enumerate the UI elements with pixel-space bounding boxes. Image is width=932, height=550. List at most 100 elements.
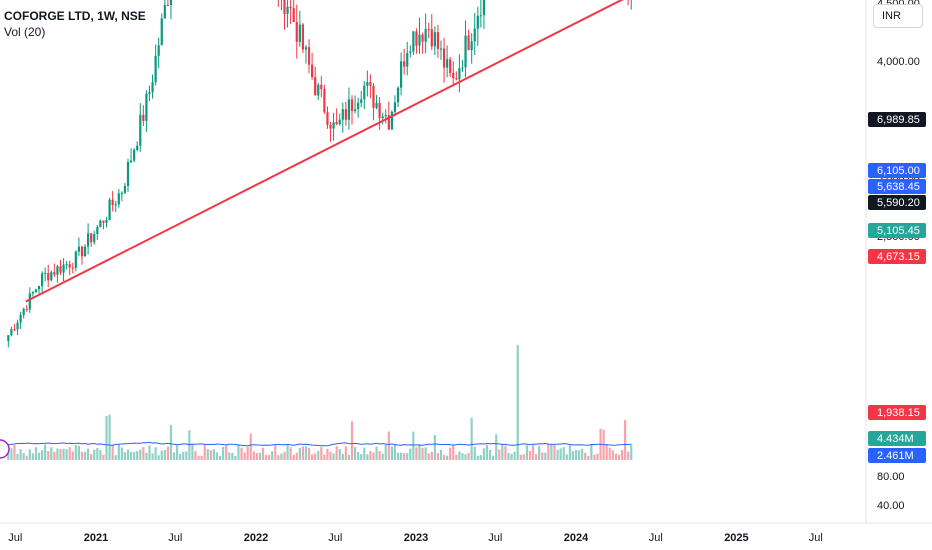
volume-bar: [596, 453, 599, 460]
volume-bar: [565, 454, 568, 460]
candle: [427, 22, 430, 39]
volume-bar: [31, 453, 34, 460]
candle-body: [50, 272, 53, 281]
candle: [108, 197, 111, 221]
candle: [421, 32, 424, 54]
lightning-icon[interactable]: [0, 439, 10, 459]
candle: [479, 0, 482, 28]
volume-bar: [206, 449, 209, 460]
volume-bar: [258, 452, 262, 460]
volume-bar: [488, 449, 492, 460]
candle: [80, 245, 84, 265]
candle: [53, 263, 56, 278]
volume-bar: [525, 445, 529, 460]
candle-body: [476, 15, 479, 29]
volume-bar: [516, 345, 519, 460]
candle: [19, 311, 22, 330]
candle-body: [117, 193, 120, 205]
candle-body: [105, 220, 108, 223]
volume-bar: [507, 453, 510, 460]
time-tick-label: Jul: [488, 532, 502, 544]
candle: [323, 84, 326, 115]
candle-body: [13, 329, 16, 331]
candle-body: [353, 109, 357, 111]
candle-body: [157, 45, 160, 56]
candle-body: [360, 99, 363, 103]
volume-bar: [439, 449, 443, 460]
candle-body: [139, 114, 142, 146]
candle: [71, 262, 74, 274]
candle: [283, 0, 286, 30]
candle: [403, 48, 406, 75]
candle-body: [393, 102, 397, 112]
volume-bar: [163, 450, 166, 460]
candle: [87, 223, 90, 255]
candle: [289, 0, 292, 25]
volume-bar: [409, 448, 412, 460]
candle-body: [145, 93, 148, 121]
candle-body: [479, 15, 482, 17]
candle-body: [350, 99, 354, 111]
price-axis-label: 6,989.85: [868, 112, 926, 127]
candle-body: [366, 82, 369, 86]
volume-bar: [504, 445, 507, 460]
candle-body: [464, 35, 467, 68]
volume-bar: [307, 447, 311, 460]
candle-body: [458, 68, 461, 80]
volume-bar: [335, 446, 338, 460]
candle: [145, 90, 148, 133]
volume-indicator-label[interactable]: Vol (20): [4, 25, 46, 39]
time-tick-label: 2022: [244, 532, 268, 544]
candle: [307, 39, 311, 74]
candle-body: [452, 72, 455, 79]
volume-bar: [427, 453, 430, 460]
candle: [311, 52, 314, 80]
price-axis-label-bg: [868, 405, 926, 420]
currency-button[interactable]: INR: [873, 4, 923, 28]
candle: [120, 191, 123, 202]
price-axis-label-text: 5,590.20: [877, 197, 920, 209]
candle: [396, 86, 400, 108]
candle-body: [120, 192, 123, 194]
candle: [412, 30, 415, 56]
volume-bar: [271, 451, 274, 460]
volume-bar: [608, 447, 611, 460]
candle-body: [430, 29, 433, 47]
volume-bar: [522, 454, 525, 460]
candle-body: [433, 32, 436, 47]
candle: [50, 270, 53, 282]
candle: [166, 0, 169, 7]
candle: [433, 26, 436, 55]
volume-bar: [418, 444, 421, 460]
volume-bar: [623, 419, 627, 460]
price-axis-label-bg: [868, 249, 926, 264]
volume-bar: [587, 455, 590, 460]
time-tick-label: Jul: [809, 532, 823, 544]
candle: [630, 0, 632, 10]
volume-bar: [191, 444, 194, 460]
candle-body: [34, 289, 38, 292]
volume-bar: [129, 451, 133, 460]
candle: [83, 244, 87, 257]
volume-bar: [473, 446, 476, 460]
volume-bar: [16, 453, 19, 460]
candle: [22, 307, 25, 319]
candle: [37, 285, 41, 294]
volume-bar: [528, 450, 532, 460]
candle: [99, 219, 102, 228]
volume-bar: [458, 451, 461, 460]
candle-body: [148, 92, 151, 94]
volume-bar: [179, 453, 182, 460]
candle-body: [467, 35, 470, 51]
volume-bar: [172, 452, 176, 460]
candle-body: [347, 99, 351, 120]
volume-bar: [464, 454, 467, 460]
candle-body: [80, 246, 84, 257]
candle-body: [25, 308, 28, 310]
volume-bar: [611, 450, 614, 460]
candle: [415, 28, 418, 54]
candle-body: [71, 267, 74, 269]
candle-body: [329, 125, 332, 129]
volume-bar: [495, 434, 498, 460]
